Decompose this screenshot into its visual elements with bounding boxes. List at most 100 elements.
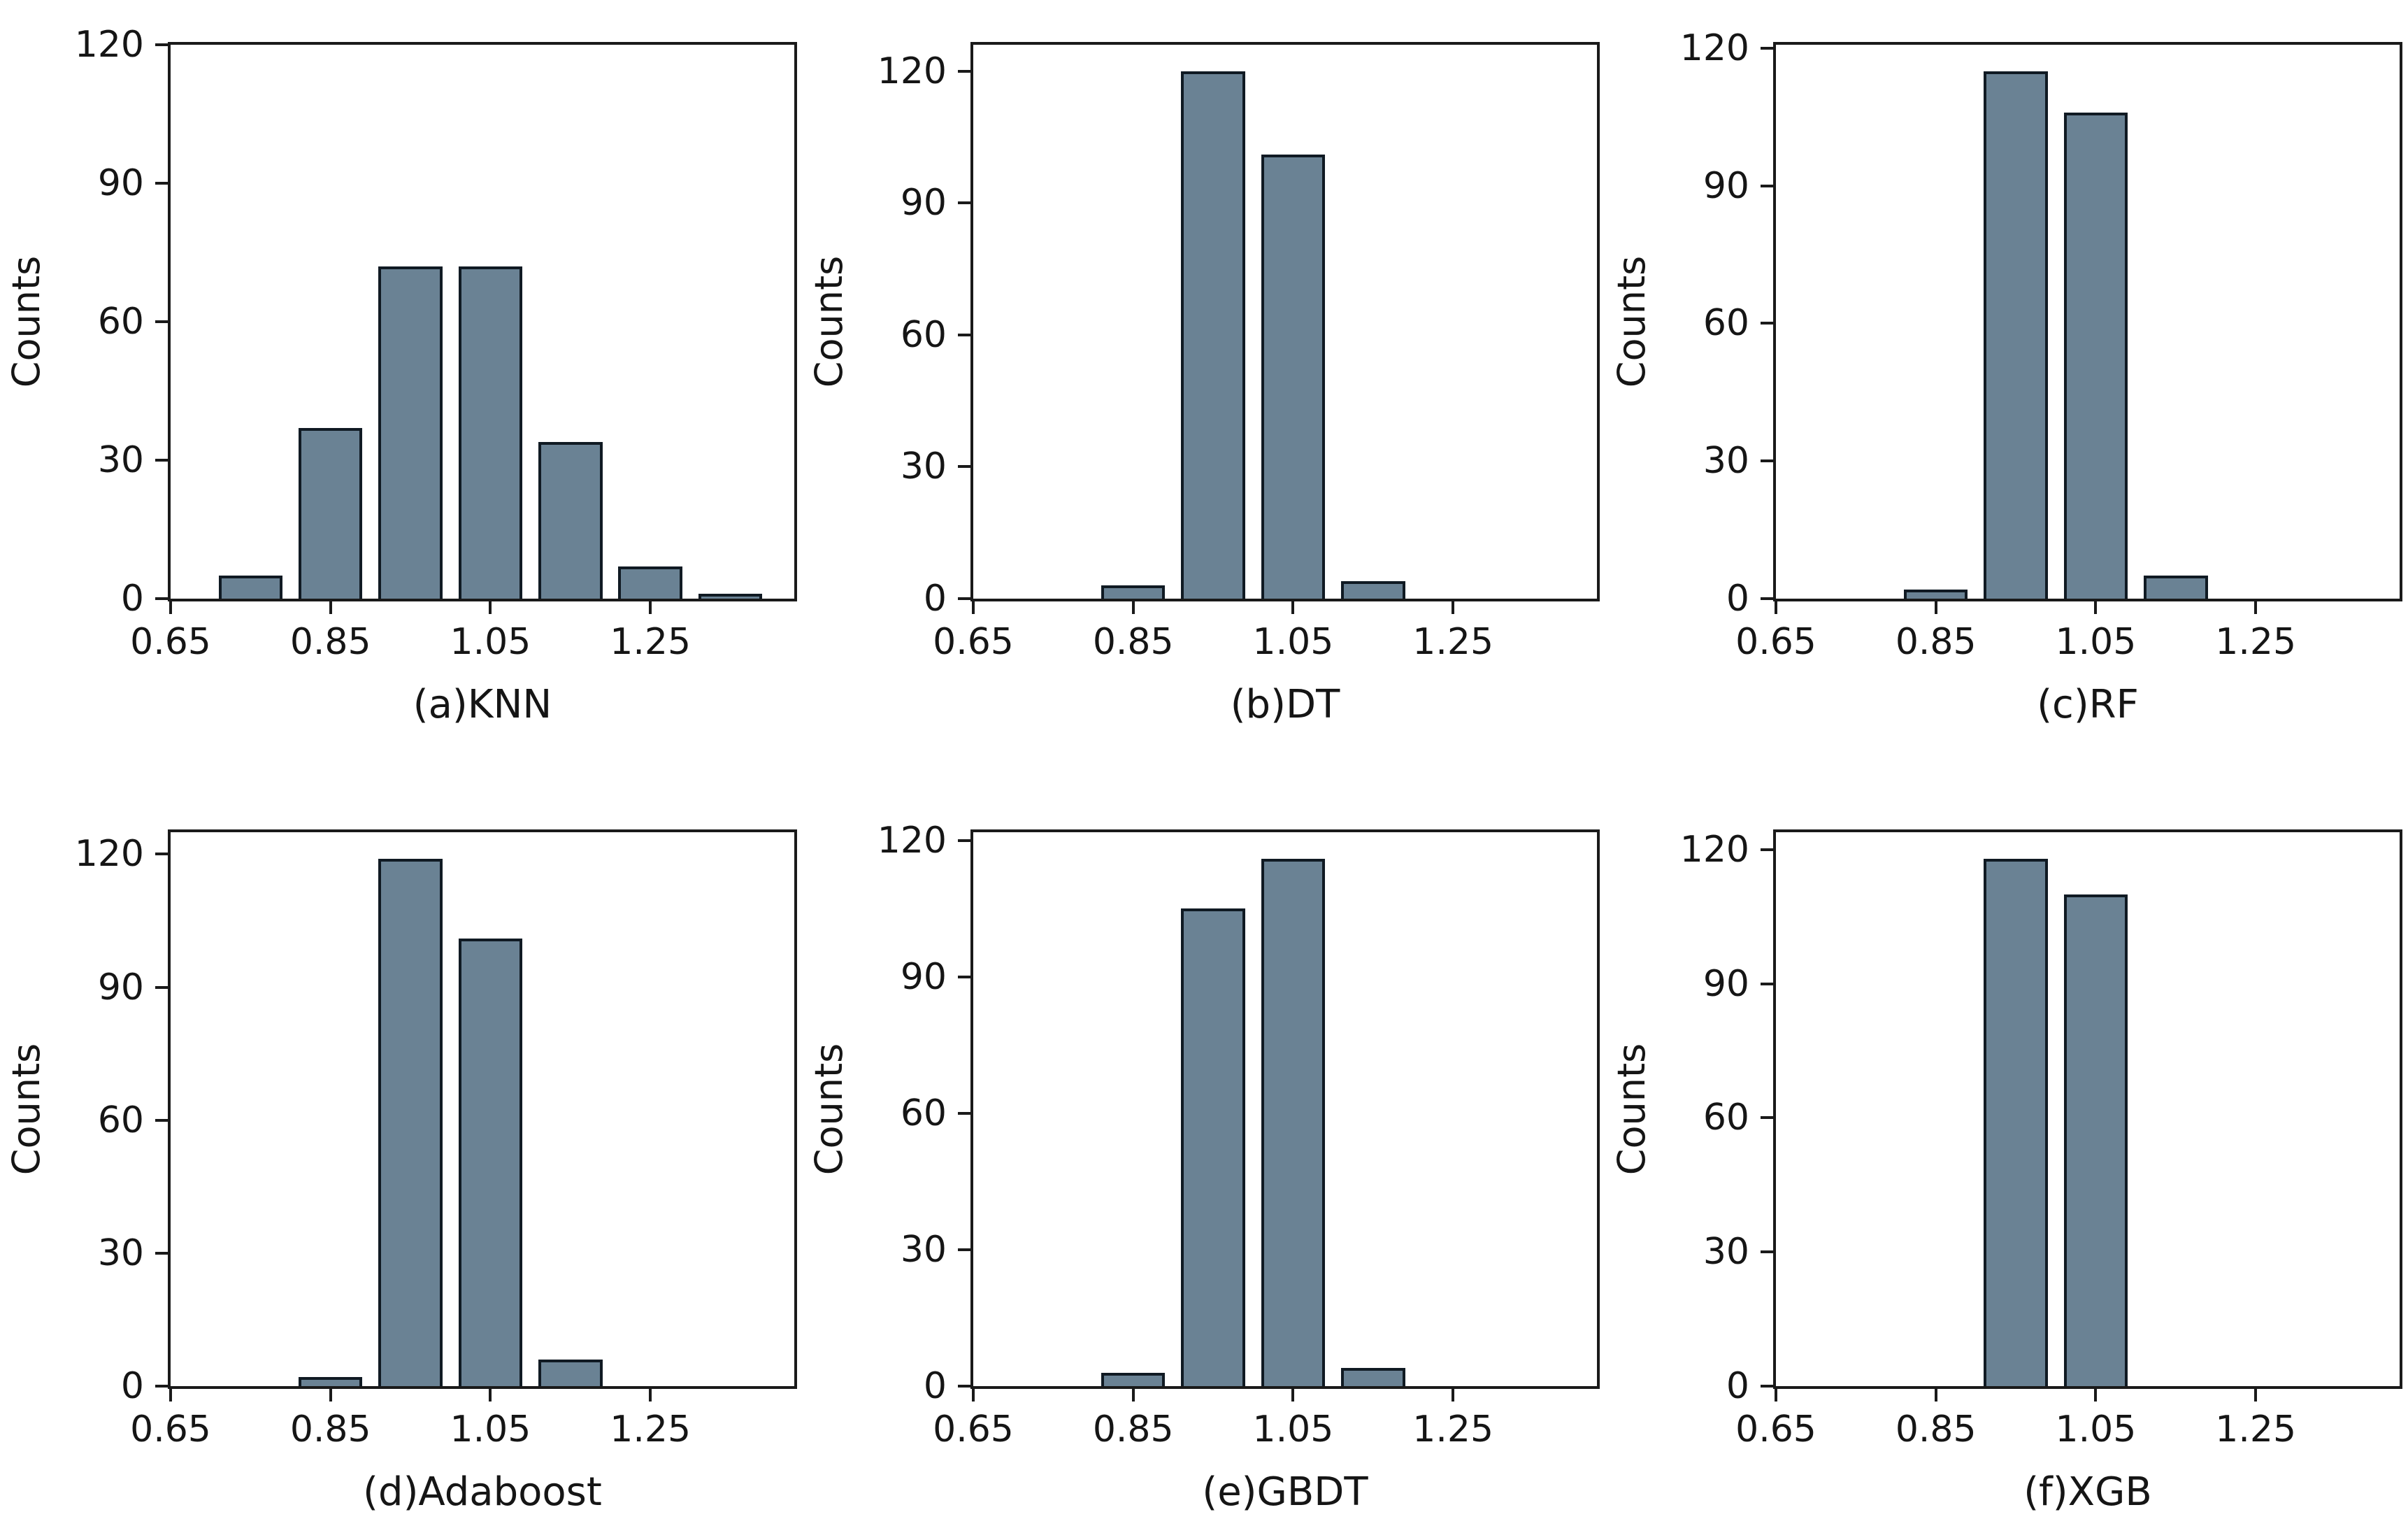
y-tick-label: 120	[74, 24, 144, 66]
y-axis-label: Counts	[807, 255, 851, 388]
y-tick	[1761, 597, 1776, 600]
y-tick	[1761, 459, 1776, 463]
subplot-caption: (b)DT	[1230, 682, 1340, 727]
y-tick-label: 0	[923, 1365, 947, 1407]
x-tick	[649, 599, 652, 614]
x-tick	[2094, 1386, 2098, 1402]
y-tick-label: 60	[97, 1099, 144, 1141]
x-tick	[1291, 1386, 1295, 1402]
x-tick-label: 1.05	[2055, 1409, 2137, 1450]
x-tick	[2254, 599, 2258, 614]
histogram-bar	[378, 266, 443, 599]
y-tick-label: 60	[900, 1092, 947, 1134]
y-tick-label: 90	[900, 955, 947, 998]
y-tick-label: 120	[877, 819, 947, 862]
y-tick	[155, 320, 171, 323]
x-tick-label: 0.65	[1735, 1409, 1816, 1450]
subplot-c-rf: Counts 0 30 60 90 120 0.65 0.85 1.05 1.25 (c)RF	[1605, 0, 2408, 760]
x-tick-label: 0.65	[933, 1409, 1014, 1450]
subplot-caption: (e)GBDT	[1202, 1469, 1368, 1515]
x-tick-label: 1.25	[610, 1409, 691, 1450]
x-tick	[329, 599, 332, 614]
y-tick	[1761, 1116, 1776, 1120]
histogram-bar	[1101, 1372, 1166, 1386]
y-tick-label: 0	[120, 578, 144, 620]
y-tick-label: 90	[97, 162, 144, 204]
x-tick	[1131, 599, 1135, 614]
y-tick	[958, 1248, 973, 1251]
plot-area: 0 30 60 90 120 0.65 0.85 1.05 1.25	[75, 27, 797, 660]
x-tick-label: 0.65	[933, 621, 1014, 663]
x-tick	[1934, 1386, 1937, 1402]
x-tick	[489, 1386, 492, 1402]
histogram-bar	[2063, 894, 2128, 1386]
x-tick	[1291, 599, 1295, 614]
y-tick-label: 90	[1703, 164, 1749, 207]
x-tick-label: 1.25	[610, 621, 691, 663]
y-tick	[155, 1251, 171, 1255]
y-tick-label: 0	[1726, 578, 1749, 620]
y-tick-label: 90	[97, 966, 144, 1008]
y-axis-label: Counts	[807, 1043, 851, 1176]
y-tick-label: 60	[97, 301, 144, 343]
subplot-caption: (a)KNN	[413, 682, 552, 727]
y-tick-label: 30	[900, 1228, 947, 1271]
x-tick	[489, 599, 492, 614]
y-tick-label: 30	[900, 445, 947, 488]
y-tick	[1761, 1385, 1776, 1388]
subplot-caption: (d)Adaboost	[363, 1469, 602, 1515]
y-tick-label: 60	[900, 313, 947, 356]
y-axis-label: Counts	[4, 1043, 48, 1176]
subplot-caption: (c)RF	[2037, 682, 2139, 727]
x-tick-label: 0.85	[1092, 621, 1174, 663]
y-tick	[958, 597, 973, 600]
x-tick-label: 1.05	[450, 1409, 531, 1450]
y-tick-label: 30	[1703, 1231, 1749, 1274]
y-tick-label: 0	[1726, 1365, 1749, 1407]
y-tick-label: 120	[1679, 828, 1749, 871]
y-tick	[155, 597, 171, 600]
histogram-bar	[1181, 908, 1245, 1386]
y-tick	[1761, 1250, 1776, 1254]
y-tick-label: 60	[1703, 302, 1749, 345]
y-tick-label: 30	[97, 439, 144, 481]
x-tick	[2094, 599, 2098, 614]
histogram-bar	[378, 858, 443, 1386]
plot-area: 0 30 60 90 120 0.65 0.85 1.05 1.25	[1680, 30, 2402, 660]
y-tick	[155, 985, 171, 989]
y-axis-label: Counts	[1610, 255, 1654, 388]
histogram-bar	[2063, 112, 2128, 599]
x-tick	[169, 599, 172, 614]
x-tick-label: 1.25	[1412, 621, 1494, 663]
y-tick	[958, 333, 973, 336]
x-tick-label: 0.85	[1092, 1409, 1174, 1450]
y-tick	[155, 459, 171, 462]
y-tick-label: 120	[74, 833, 144, 876]
histogram-bar	[1261, 858, 1326, 1386]
x-tick-label: 0.85	[1895, 621, 1977, 663]
y-tick	[155, 1118, 171, 1122]
histogram-bar	[1341, 580, 1405, 599]
x-tick	[169, 1386, 172, 1402]
y-tick	[958, 465, 973, 469]
x-tick-label: 1.05	[2055, 621, 2137, 663]
histogram-bar	[538, 441, 603, 599]
x-tick	[1775, 1386, 1777, 1402]
histogram-bar	[218, 576, 283, 599]
histogram-bar	[458, 266, 523, 599]
x-tick-label: 1.05	[1252, 1409, 1334, 1450]
x-tick	[2254, 1386, 2258, 1402]
subplot-a-knn: Counts 0 30 60 90 120 0.65 0.85 1.05 1.25 (a)KNN	[0, 0, 803, 760]
plot-area: 0 30 60 90 120 0.65 0.85 1.05 1.25	[1680, 829, 2402, 1448]
y-tick	[1761, 46, 1776, 50]
x-tick-label: 0.85	[289, 1409, 371, 1450]
y-tick	[958, 839, 973, 842]
y-tick-label: 90	[900, 182, 947, 224]
x-tick	[1452, 1386, 1455, 1402]
histogram-bar	[1903, 589, 1968, 599]
histogram-bar	[1181, 71, 1245, 599]
histogram-bar	[298, 427, 363, 599]
y-tick	[1761, 184, 1776, 187]
y-axis-label: Counts	[1610, 1043, 1654, 1176]
y-tick	[958, 1385, 973, 1388]
